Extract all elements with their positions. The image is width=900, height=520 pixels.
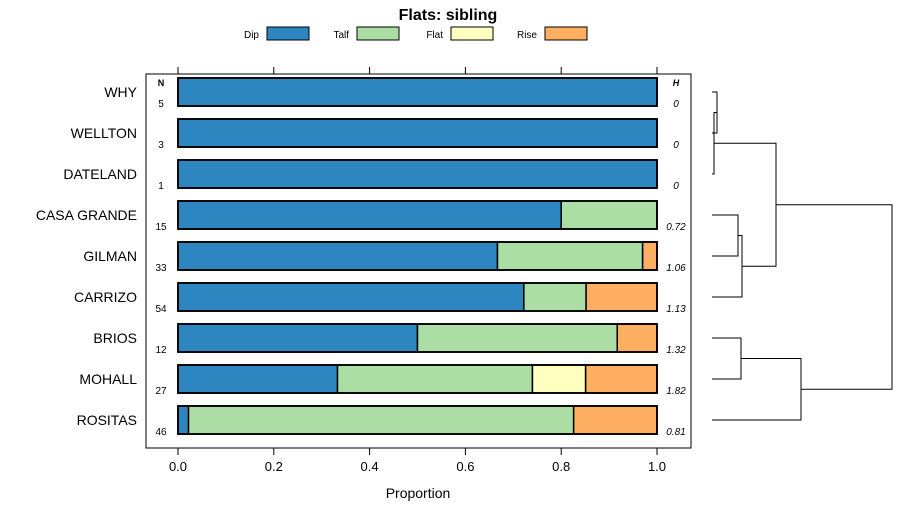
bar-outline <box>177 159 658 189</box>
dendrogram-link <box>714 142 777 267</box>
legend-swatch-dip <box>266 26 310 41</box>
bars <box>177 77 658 435</box>
bar-segment-dip <box>177 200 562 230</box>
legend: Dip Talf Flat Rise <box>244 26 588 41</box>
bar-outline <box>177 323 658 353</box>
h-value: 0.72 <box>666 222 686 233</box>
bar-outline <box>177 241 658 271</box>
bar-segment-rise <box>584 364 658 394</box>
bar-segment-talf <box>523 282 587 312</box>
bar-outline <box>177 77 658 107</box>
h-value: 1.82 <box>666 386 686 397</box>
bar-outline <box>177 405 658 435</box>
bar-segment-talf <box>336 364 534 394</box>
category-label: WELLTON <box>71 125 137 141</box>
h-value: 0.81 <box>666 427 685 438</box>
bar-outline <box>177 118 658 148</box>
bar-segment-rise <box>572 405 658 435</box>
bar-segment-flat <box>531 364 587 394</box>
bar-segment-dip <box>177 364 339 394</box>
bar-segment-talf <box>187 405 575 435</box>
dendrogram-link <box>712 214 739 257</box>
bar-segment-rise <box>585 282 658 312</box>
n-value: 12 <box>155 345 167 356</box>
x-tick-label: 1.0 <box>648 459 666 474</box>
category-label: MOHALL <box>79 371 137 387</box>
bar-segment-dip <box>177 118 658 148</box>
chart-title: Flats: sibling <box>399 7 498 24</box>
dendrogram-link <box>776 204 893 390</box>
category-label: DATELAND <box>63 166 137 182</box>
bar-segment-talf <box>416 323 618 353</box>
h-value: 0 <box>673 181 679 192</box>
bar-segment-dip <box>177 241 499 271</box>
bar-segment-talf <box>496 241 644 271</box>
category-label: GILMAN <box>83 248 137 264</box>
legend-swatch-rise <box>544 26 588 41</box>
h-header: H <box>673 78 680 88</box>
bar-segment-talf <box>560 200 658 230</box>
h-value: 1.32 <box>666 345 686 356</box>
bar-segment-rise <box>616 323 658 353</box>
dendrogram-link <box>712 358 802 421</box>
bar-segment-dip <box>177 77 658 107</box>
n-value: 3 <box>158 140 164 151</box>
n-value: 5 <box>158 99 164 110</box>
h-value: 1.13 <box>666 304 686 315</box>
bar-segment-dip <box>177 323 419 353</box>
legend-swatch-flat <box>450 26 494 41</box>
bar-outline <box>177 200 658 230</box>
legend-label-talf: Talf <box>333 30 349 41</box>
legend-label-dip: Dip <box>244 30 259 41</box>
legend-swatch-talf <box>356 26 400 41</box>
plot-frame <box>145 73 692 449</box>
legend-label-rise: Rise <box>517 30 537 41</box>
bar-segment-dip <box>177 159 658 189</box>
h-value: 0 <box>673 99 679 110</box>
x-tick-label: 0.0 <box>169 459 187 474</box>
dendrogram <box>712 91 893 421</box>
bar-segment-dip <box>177 282 525 312</box>
h-value: 0 <box>673 140 679 151</box>
bar-outline <box>177 364 658 394</box>
n-value: 33 <box>155 263 167 274</box>
n-value: 54 <box>155 304 167 315</box>
n-value: 27 <box>155 386 167 397</box>
n-value: 46 <box>155 427 167 438</box>
n-value: 15 <box>155 222 167 233</box>
legend-label-flat: Flat <box>426 30 443 41</box>
x-tick-label: 0.4 <box>361 459 379 474</box>
category-label: ROSITAS <box>77 412 137 428</box>
h-value: 1.06 <box>666 263 686 274</box>
x-tick-label: 0.6 <box>456 459 474 474</box>
x-axis-label: Proportion <box>386 485 451 501</box>
n-header: N <box>158 78 165 88</box>
bar-outline <box>177 282 658 312</box>
x-tick-label: 0.8 <box>552 459 570 474</box>
row-labels: WHY 5 0 WELLTON 3 0 DATELAND 1 0 CASA GRANDE 15 0.7… <box>36 84 686 438</box>
dendrogram-link <box>712 337 742 380</box>
category-label: CARRIZO <box>74 289 137 305</box>
category-label: CASA GRANDE <box>36 207 137 223</box>
x-axis: 0.0 0.2 0.4 0.6 0.8 1.0 <box>169 67 666 474</box>
x-tick-label: 0.2 <box>265 459 283 474</box>
n-value: 1 <box>158 181 164 192</box>
category-label: WHY <box>104 84 137 100</box>
bar-segment-rise <box>641 241 658 271</box>
category-label: BRIOS <box>93 330 137 346</box>
bar-segment-dip <box>177 405 190 435</box>
